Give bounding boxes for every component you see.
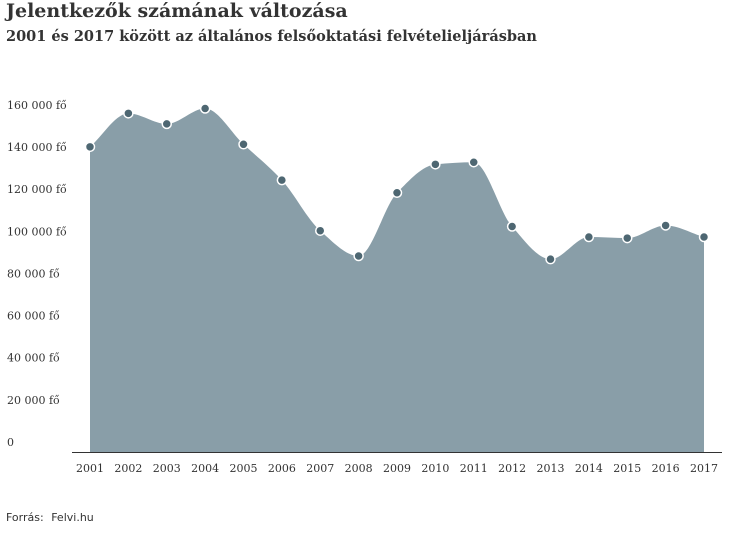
x-tick-label: 2003 [153, 462, 181, 475]
data-point [161, 118, 172, 130]
data-point [391, 187, 403, 199]
x-tick-label: 2005 [230, 462, 258, 475]
data-point [315, 225, 326, 236]
x-tick-label: 2004 [191, 462, 219, 475]
x-tick-label: 2012 [498, 462, 526, 475]
data-point [353, 250, 364, 262]
data-point [545, 253, 556, 265]
x-tick-label: 2001 [76, 462, 104, 475]
data-point [583, 231, 595, 243]
y-tick-label: 140 000 fő [7, 141, 67, 154]
y-tick-label: 160 000 fő [7, 99, 67, 112]
y-tick-label: 0 [7, 436, 14, 449]
x-tick-label: 2007 [306, 462, 334, 475]
source-value: Felvi.hu [51, 511, 94, 524]
x-tick-label: 2010 [421, 462, 449, 475]
y-tick-label: 60 000 fő [7, 310, 60, 323]
data-point [622, 232, 633, 244]
chart-title: Jelentkezők számának változása [6, 0, 348, 22]
x-tick-label: 2015 [613, 462, 641, 475]
data-point [276, 174, 288, 186]
source-label: Forrás: [6, 511, 44, 524]
y-tick-label: 80 000 fő [7, 267, 60, 280]
data-point [468, 156, 479, 168]
x-tick-label: 2013 [537, 462, 565, 475]
y-tick-label: 20 000 fő [7, 394, 60, 407]
y-tick-label: 40 000 fő [7, 352, 60, 365]
x-tick-label: 2008 [345, 462, 373, 475]
x-tick-label: 2017 [690, 462, 718, 475]
chart-subtitle: 2001 és 2017 között az általános felsőok… [6, 28, 537, 45]
x-tick-label: 2009 [383, 462, 411, 475]
data-point [84, 141, 96, 153]
x-tick-label: 2016 [652, 462, 680, 475]
data-point [430, 159, 441, 170]
data-point [238, 139, 249, 150]
x-tick-label: 2014 [575, 462, 603, 475]
data-point [199, 103, 211, 114]
data-point [123, 108, 134, 119]
x-tick-label: 2006 [268, 462, 296, 475]
data-point [506, 221, 518, 232]
source-note: Forrás: Felvi.hu [6, 511, 94, 524]
data-point [698, 231, 710, 243]
series-area [90, 108, 704, 452]
x-tick-label: 2002 [114, 462, 142, 475]
y-tick-label: 120 000 fő [7, 183, 67, 196]
y-tick-label: 100 000 fő [7, 225, 67, 238]
x-tick-label: 2011 [460, 462, 488, 475]
data-point [660, 220, 671, 231]
